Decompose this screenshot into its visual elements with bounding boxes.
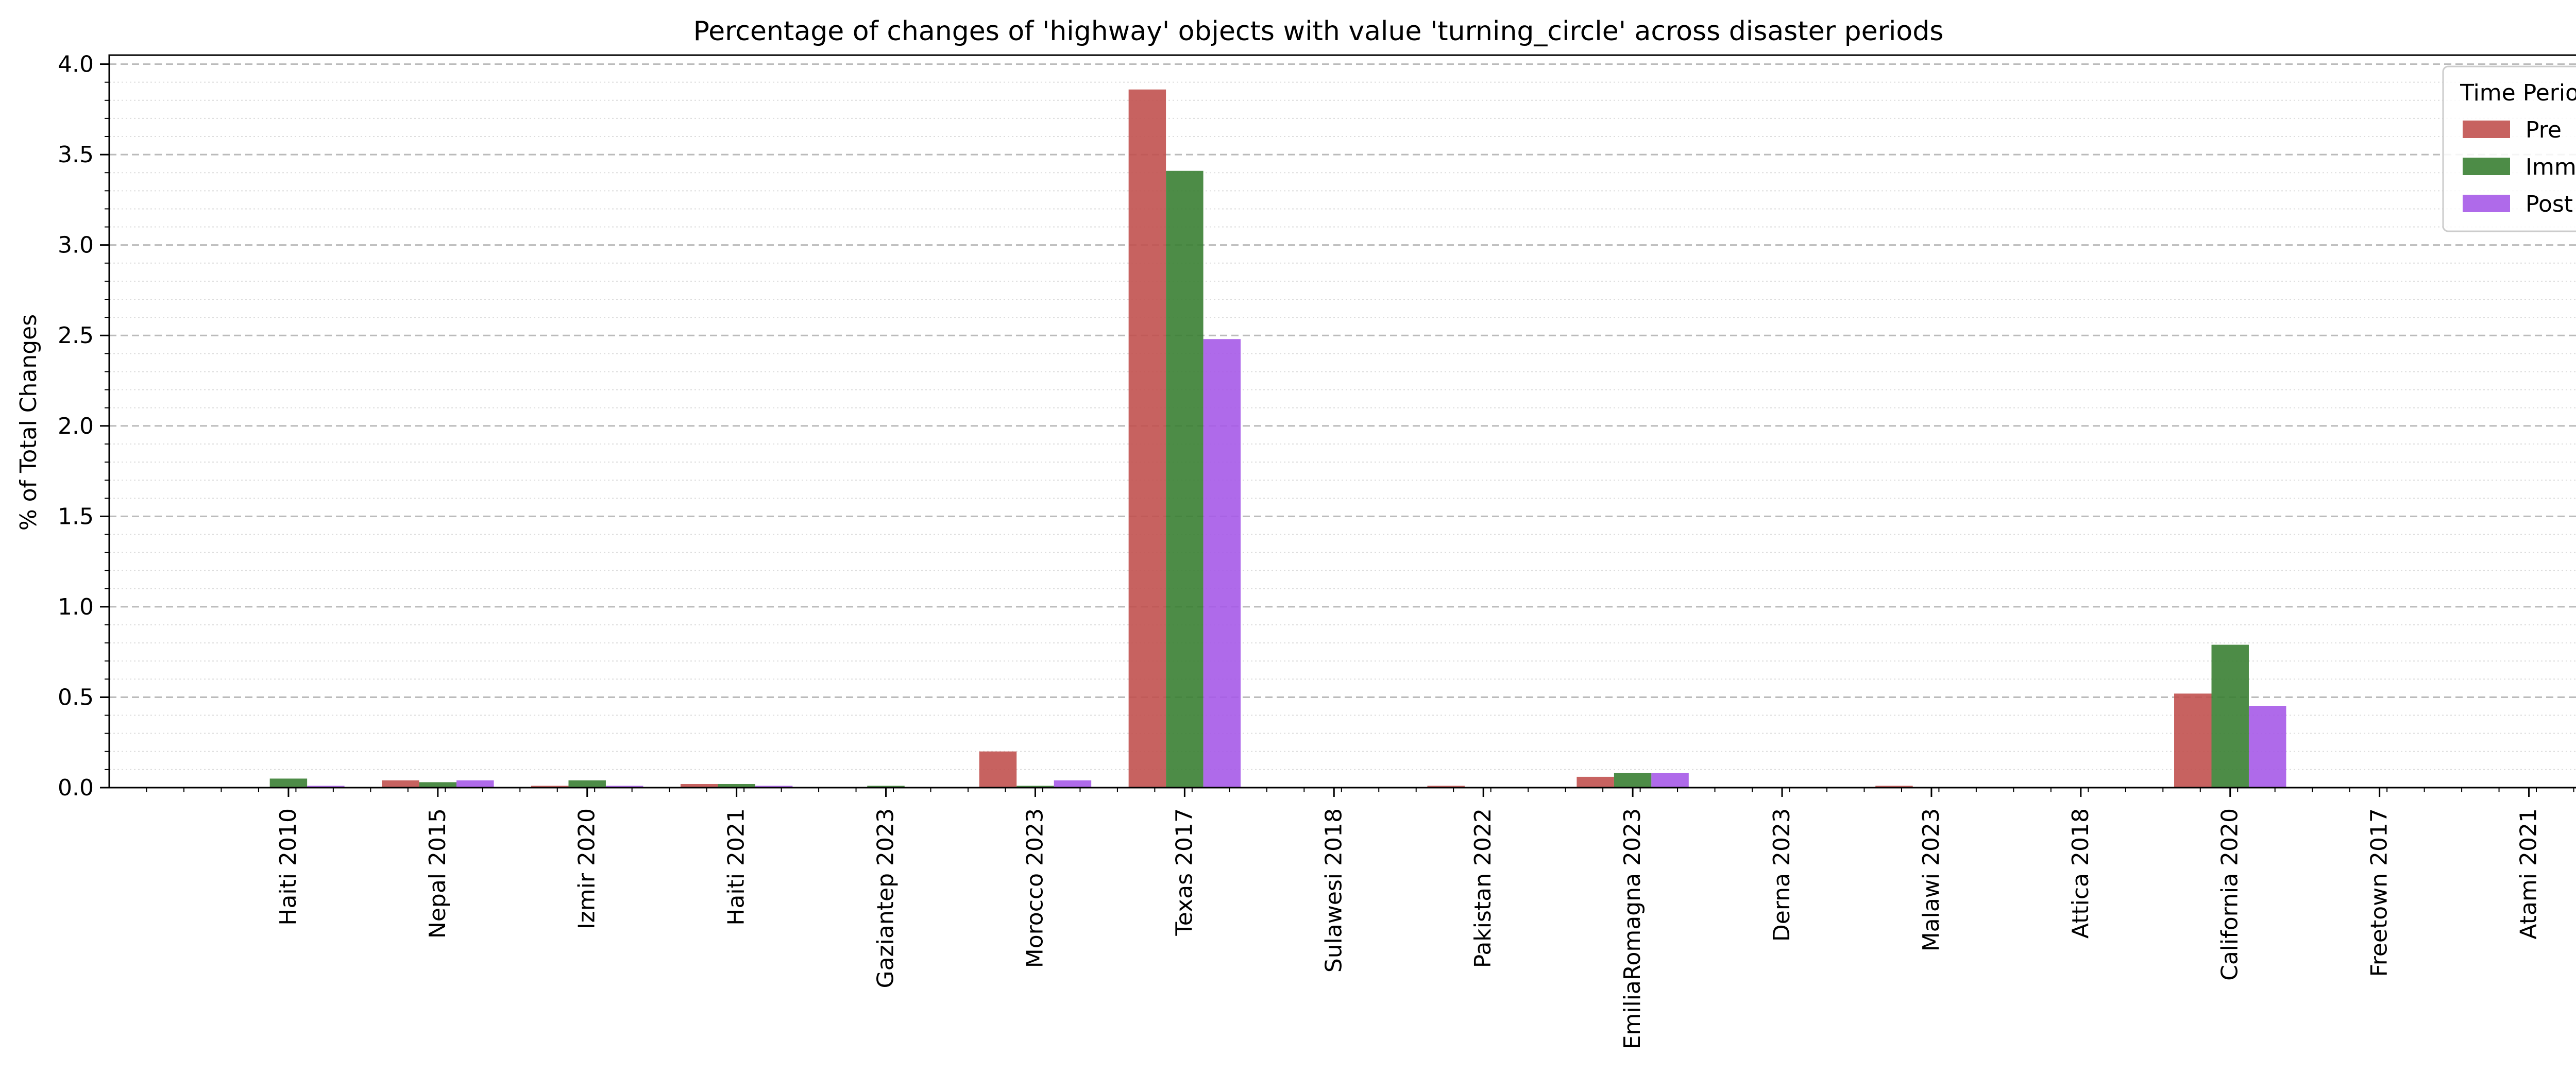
axes <box>100 54 2576 797</box>
x-tick-label: Haiti 2010 <box>275 808 301 926</box>
x-tick-label: Pakistan 2022 <box>1470 808 1496 968</box>
y-axis-label: % of Total Changes <box>15 314 42 531</box>
bar-imm <box>1166 171 1204 788</box>
x-tick-label: Sulawesi 2018 <box>1320 808 1347 973</box>
bar-pre <box>680 784 718 788</box>
x-tick-label: EmiliaRomagna 2023 <box>1619 808 1646 1049</box>
bar-pre <box>1577 776 1614 788</box>
y-tick-label: 2.0 <box>58 413 94 439</box>
bar-post <box>1651 773 1689 788</box>
x-tick-label: Gaziantep 2023 <box>873 808 899 988</box>
y-tick-label: 0.5 <box>58 684 94 710</box>
bar-imm <box>568 780 606 788</box>
bar-post <box>307 786 345 788</box>
bar-post <box>1054 780 1092 788</box>
bar-pre <box>979 751 1017 788</box>
x-tick-label: Izmir 2020 <box>574 808 600 929</box>
y-tick-label: 1.0 <box>58 594 94 620</box>
bar-pre <box>382 780 419 788</box>
legend-swatch-imm <box>2463 158 2510 175</box>
legend-box <box>2442 65 2576 232</box>
x-tick-label: Atami 2021 <box>2516 808 2542 940</box>
x-tick-label: Malawi 2023 <box>1918 808 1944 951</box>
bar-post <box>1203 339 1241 788</box>
bar-imm <box>1016 786 1054 788</box>
x-tick-label: Texas 2017 <box>1171 808 1197 936</box>
legend-label-post: Post <box>2526 191 2573 217</box>
x-tick-label: Morocco 2023 <box>1022 808 1048 968</box>
bar-imm <box>2211 644 2249 788</box>
bar-imm <box>718 784 755 788</box>
x-tick-label: Derna 2023 <box>1769 808 1795 942</box>
bar-imm <box>269 778 308 788</box>
tick-labels: 0.0 0.5 1.0 1.5 2.0 2.5 3.0 3.5 4.0 Haiti 2010 Nep… <box>58 52 2542 1050</box>
bar-pre <box>531 786 569 788</box>
bar-pre <box>1875 786 1913 788</box>
y-tick-label: 2.5 <box>58 322 94 349</box>
legend-label-imm: Imm <box>2526 154 2576 180</box>
y-tick-label: 3.5 <box>58 142 94 168</box>
bar-post <box>755 786 793 788</box>
x-tick-label: Attica 2018 <box>2067 808 2094 939</box>
bar-pre <box>1427 786 1465 788</box>
bar-post <box>605 786 643 788</box>
bar-post <box>456 780 494 788</box>
bar-pre <box>2174 693 2212 788</box>
bar-imm <box>419 782 457 788</box>
legend-label-pre: Pre <box>2526 117 2562 143</box>
legend: Time Period Pre Imm Post <box>2442 65 2576 232</box>
x-tick-label: Haiti 2021 <box>723 808 750 926</box>
legend-swatch-post <box>2463 195 2510 212</box>
bar-pre <box>1128 89 1166 788</box>
y-tick-label: 1.5 <box>58 503 94 530</box>
bars <box>269 89 2286 788</box>
x-tick-label: Freetown 2017 <box>2366 808 2393 977</box>
grid-lines <box>109 63 2576 770</box>
y-tick-label: 0.0 <box>58 775 94 801</box>
chart-title: Percentage of changes of 'highway' objec… <box>693 16 1944 47</box>
bar-imm <box>1614 773 1652 788</box>
bar-post <box>2248 706 2286 788</box>
legend-swatch-pre <box>2463 121 2510 138</box>
plot-frame <box>108 54 2576 789</box>
y-tick-label: 4.0 <box>58 52 94 78</box>
x-tick-label: California 2020 <box>2217 808 2243 981</box>
x-tick-label: Nepal 2015 <box>425 808 451 939</box>
bar-imm <box>867 786 905 788</box>
y-tick-label: 3.0 <box>58 232 94 259</box>
legend-title: Time Period <box>2460 80 2576 106</box>
